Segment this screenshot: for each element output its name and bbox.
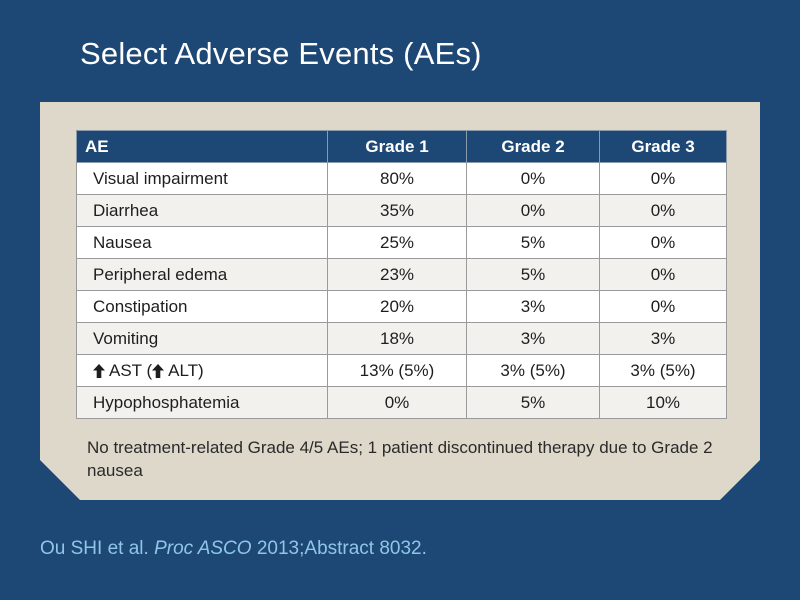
grade-3-cell: 0% [599,258,727,291]
slide-title: Select Adverse Events (AEs) [80,36,482,71]
ae-name-text-part2: ALT) [168,360,204,380]
citation-authors: Ou SHI et al. [40,538,149,559]
ae-name-cell: Visual impairment [76,162,328,195]
ae-name-cell: Peripheral edema [76,258,328,291]
citation-journal: Proc ASCO [154,538,252,559]
grade-3-cell: 0% [599,226,727,259]
grade-1-cell: 35% [327,194,467,227]
grade-2-cell: 5% [466,386,600,419]
ae-name-cell: Vomiting [76,322,328,355]
table-row: AST ( ALT) 13% (5%) 3% (5%) 3% (5%) [76,354,727,387]
table-row: Diarrhea 35% 0% 0% [76,194,727,227]
grade-1-cell: 20% [327,290,467,323]
grade-1-cell: 18% [327,322,467,355]
grade-2-cell: 3% [466,322,600,355]
column-header-ae: AE [76,130,328,163]
column-header-grade-3: Grade 3 [599,130,727,163]
footnote: No treatment-related Grade 4/5 AEs; 1 pa… [87,438,713,480]
citation: Ou SHI et al. Proc ASCO 2013;Abstract 80… [40,538,427,560]
column-header-grade-1: Grade 1 [327,130,467,163]
ae-name-cell: AST ( ALT) [76,354,328,387]
ae-name-text-part1: AST ( [109,360,153,380]
ae-name-cell: Hypophosphatemia [76,386,328,419]
ae-name-cell: Nausea [76,226,328,259]
grade-2-cell: 0% [466,162,600,195]
grade-3-cell: 3% (5%) [599,354,727,387]
citation-details: 2013;Abstract 8032. [256,538,427,559]
grade-3-cell: 3% [599,322,727,355]
ae-name-cell: Diarrhea [76,194,328,227]
grade-1-cell: 23% [327,258,467,291]
grade-2-cell: 3% (5%) [466,354,600,387]
adverse-events-table: AE Grade 1 Grade 2 Grade 3 Visual impair… [76,130,727,419]
table-row: Vomiting 18% 3% 3% [76,322,727,355]
table-row: Peripheral edema 23% 5% 0% [76,258,727,291]
grade-2-cell: 3% [466,290,600,323]
grade-2-cell: 5% [466,258,600,291]
grade-2-cell: 0% [466,194,600,227]
grade-3-cell: 0% [599,162,727,195]
grade-1-cell: 0% [327,386,467,419]
grade-1-cell: 13% (5%) [327,354,467,387]
table-row: Hypophosphatemia 0% 5% 10% [76,386,727,419]
grade-1-cell: 25% [327,226,467,259]
ae-name-cell: Constipation [76,290,328,323]
up-arrow-icon [152,363,165,378]
grade-3-cell: 0% [599,290,727,323]
up-arrow-icon [93,363,105,378]
grade-1-cell: 80% [327,162,467,195]
table-row: Visual impairment 80% 0% 0% [76,162,727,195]
table-row: Nausea 25% 5% 0% [76,226,727,259]
column-header-grade-2: Grade 2 [466,130,600,163]
table-header-row: AE Grade 1 Grade 2 Grade 3 [76,130,727,163]
grade-2-cell: 5% [466,226,600,259]
grade-3-cell: 10% [599,386,727,419]
table-row: Constipation 20% 3% 0% [76,290,727,323]
grade-3-cell: 0% [599,194,727,227]
